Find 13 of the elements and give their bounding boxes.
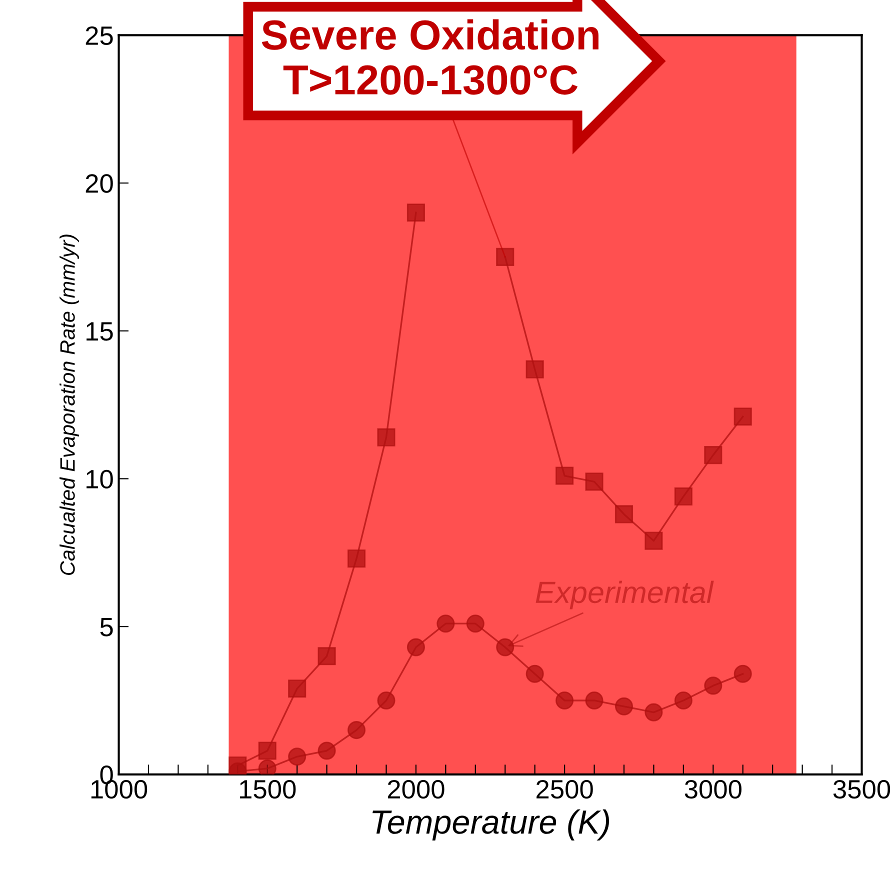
- y-tick-label: 5: [100, 618, 113, 636]
- x-axis-title: Temperature (K): [372, 809, 610, 840]
- x-tick-label: 2500: [536, 780, 593, 799]
- annotation: Severe Oxidation T>1200-1300°C: [262, 19, 598, 95]
- y-tick-label: 15: [86, 322, 113, 341]
- x-tick-label: 3500: [833, 780, 890, 799]
- y-axis-title: Calcualted Evaporation Rate (mm/yr): [60, 234, 80, 575]
- y-tick-label: 20: [86, 174, 113, 193]
- x-tick-label: 3000: [684, 780, 742, 799]
- y-tick-label: 25: [86, 26, 113, 46]
- y-tick-label: 10: [86, 470, 113, 489]
- x-tick-label: 2000: [388, 780, 444, 799]
- x-tick-label: 1500: [240, 780, 296, 799]
